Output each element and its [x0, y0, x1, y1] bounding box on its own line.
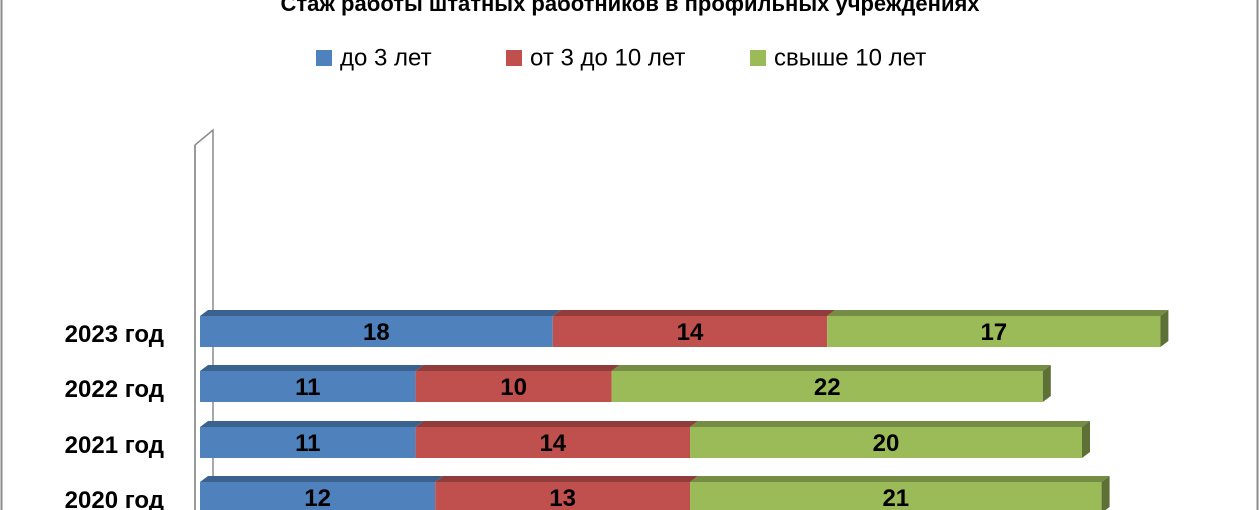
bar-side-face	[1160, 310, 1169, 347]
legend-swatch	[750, 50, 766, 66]
legend-swatch	[506, 50, 522, 66]
bar-top-face	[690, 421, 1090, 427]
category-label: 2021 год	[65, 432, 164, 459]
bar-segment	[200, 371, 416, 402]
value-label: 10	[500, 374, 527, 401]
bar-segment	[415, 371, 612, 402]
bar-top-face	[200, 365, 424, 371]
category-label: 2020 год	[65, 487, 164, 510]
legend-label: свыше 10 лет	[774, 44, 926, 71]
value-label: 11	[295, 374, 320, 401]
legend-swatch	[316, 50, 332, 66]
bar-top-face	[200, 310, 561, 316]
chart-title: Стаж работы штатных работников в профиль…	[280, 0, 980, 16]
bar-segment	[415, 427, 690, 458]
value-label: 12	[304, 485, 331, 510]
bar-top-face	[200, 421, 424, 427]
value-label: 14	[677, 319, 704, 346]
bar-top-face	[200, 476, 444, 482]
bar-segment	[435, 482, 690, 510]
bar-top-face	[435, 476, 698, 482]
bar-segment	[827, 316, 1161, 347]
category-label: 2023 год	[65, 321, 164, 348]
bar-top-face	[611, 365, 1051, 371]
bar-segment	[200, 482, 436, 510]
value-label: 11	[295, 430, 320, 457]
bar-top-face	[552, 310, 836, 316]
value-label: 20	[873, 430, 900, 457]
value-label: 14	[539, 430, 566, 457]
bar-side-face	[1082, 421, 1090, 458]
bar-top-face	[415, 365, 620, 371]
bar-side-face	[1042, 365, 1051, 402]
value-label: 21	[882, 485, 909, 510]
bar-segment	[200, 316, 553, 347]
legend-label: до 3 лет	[340, 44, 432, 71]
bar-side-face	[1101, 476, 1110, 510]
value-label: 17	[980, 319, 1007, 346]
value-label: 22	[814, 374, 841, 401]
bar-segment	[200, 427, 416, 458]
bar-top-face	[415, 421, 698, 427]
category-label: 2022 год	[65, 376, 164, 403]
bar-segment	[552, 316, 828, 347]
value-label: 18	[363, 319, 390, 346]
value-label: 13	[549, 485, 576, 510]
bar-segment	[690, 427, 1082, 458]
bar-segment	[690, 482, 1102, 510]
bar-top-face	[690, 476, 1110, 482]
bar-top-face	[827, 310, 1169, 316]
bar-segment	[611, 371, 1043, 402]
legend-label: от 3 до 10 лет	[530, 44, 685, 71]
